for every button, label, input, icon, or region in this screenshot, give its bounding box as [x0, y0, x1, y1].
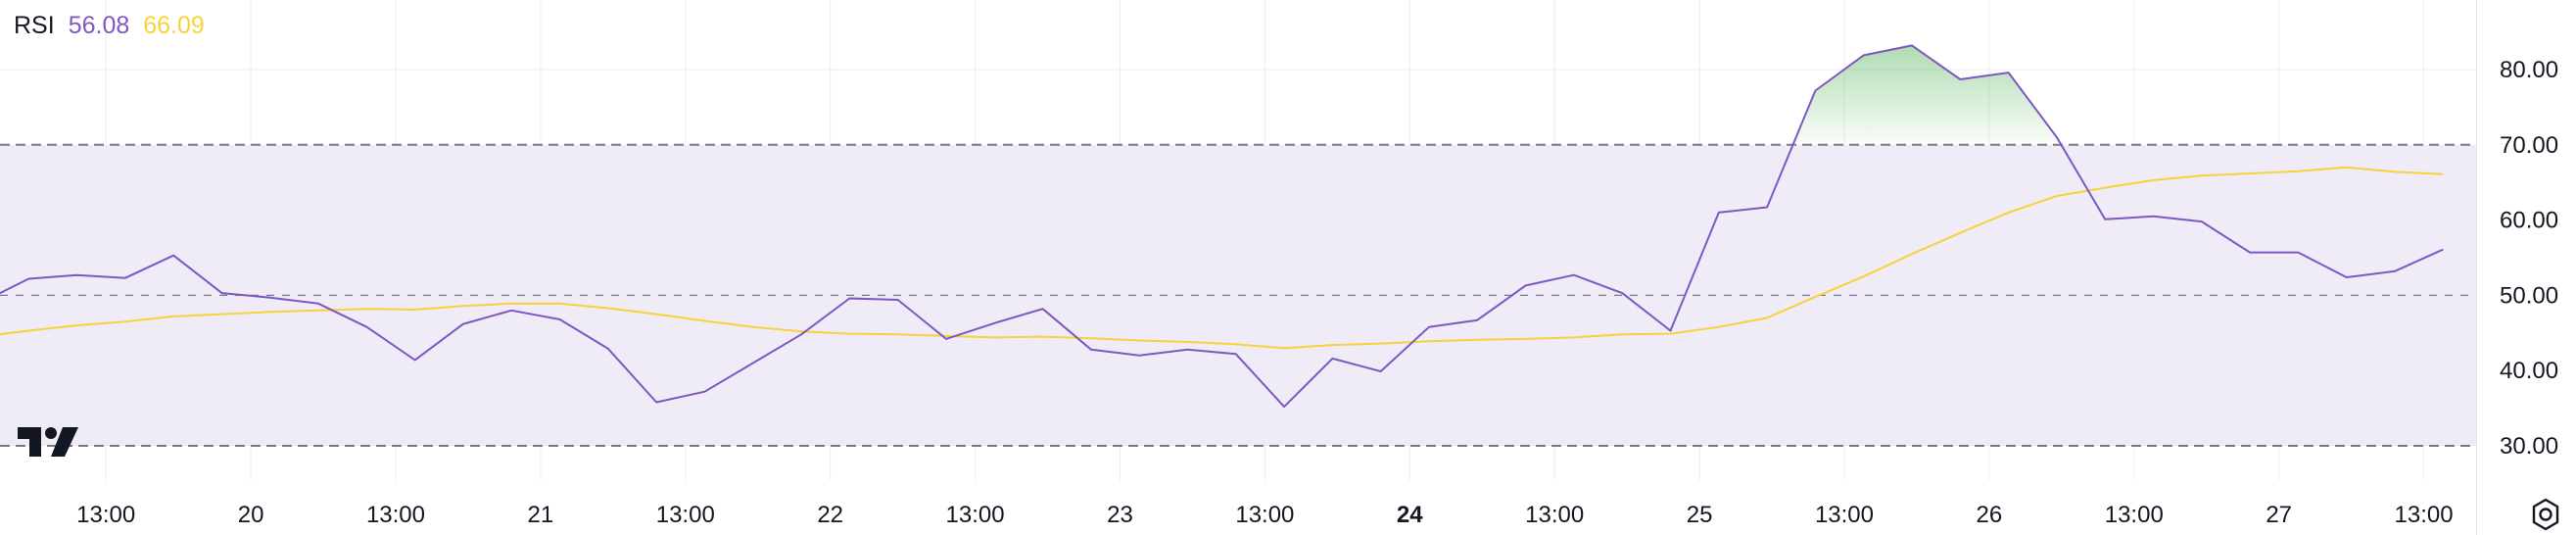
- rsi-ma-series-line: [0, 166, 2444, 350]
- y-tick-label: 30.00: [2500, 433, 2558, 460]
- x-tick-label: 13:00: [1235, 502, 1294, 528]
- y-tick-label: 60.00: [2500, 208, 2558, 234]
- rsi-series-line: [0, 44, 2444, 409]
- x-tick-label: 13:00: [1525, 502, 1584, 528]
- tradingview-logo-icon[interactable]: [18, 427, 78, 462]
- x-axis[interactable]: 13:00 20 13:00 21 13:00 22 13:00 23 13:00 24 13:00…: [76, 502, 2453, 528]
- x-tick-label: 13:00: [656, 502, 715, 528]
- settings-gear-icon[interactable]: [2529, 498, 2562, 535]
- x-tick-label: 13:00: [366, 502, 425, 528]
- x-tick-label: 13:00: [2395, 502, 2454, 528]
- rsi-band-lines: [0, 143, 2476, 447]
- y-tick-label: 70.00: [2500, 132, 2558, 159]
- x-tick-label: 24: [1397, 502, 1423, 528]
- x-tick-label: 23: [1107, 502, 1133, 528]
- indicator-title[interactable]: RSI: [14, 12, 55, 39]
- rsi-value: 56.08: [68, 12, 130, 39]
- y-tick-label: 40.00: [2500, 358, 2558, 384]
- x-tick-label: 13:00: [76, 502, 135, 528]
- y-tick-label: 80.00: [2500, 57, 2558, 83]
- x-tick-label: 22: [817, 502, 843, 528]
- y-tick-label: 50.00: [2500, 282, 2558, 309]
- x-tick-label: 27: [2266, 502, 2292, 528]
- x-tick-label: 21: [528, 502, 554, 528]
- indicator-legend[interactable]: RSI 56.08 66.09: [14, 12, 205, 40]
- y-axis[interactable]: 30.00 40.00 50.00 60.00 70.00 80.00: [2500, 57, 2558, 460]
- x-tick-label: 26: [1977, 502, 2003, 528]
- x-tick-label: 25: [1687, 502, 1713, 528]
- x-tick-label: 13:00: [2105, 502, 2164, 528]
- rsi-ma-value: 66.09: [143, 12, 205, 39]
- overbought-fill: [1792, 45, 2062, 145]
- x-tick-label: 13:00: [946, 502, 1005, 528]
- x-tick-label: 20: [238, 502, 264, 528]
- x-tick-label: 13:00: [1815, 502, 1874, 528]
